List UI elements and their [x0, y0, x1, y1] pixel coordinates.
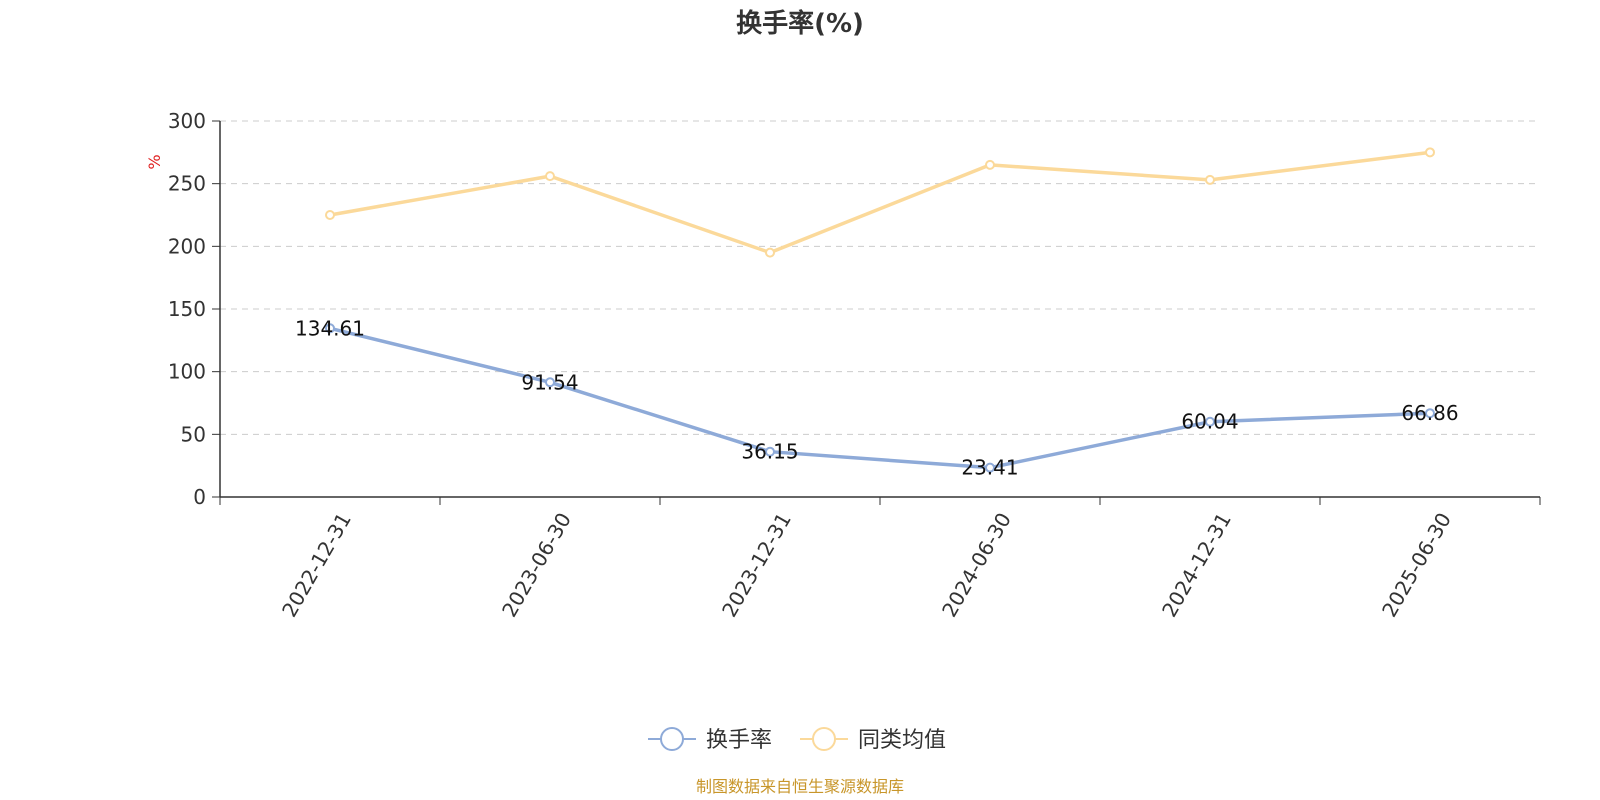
data-label: 36.15: [741, 440, 798, 464]
x-tick-label: 2022-12-31: [277, 509, 356, 622]
x-tick-label: 2023-12-31: [717, 509, 796, 622]
data-point-marker: [985, 462, 995, 473]
x-tick-label: 2024-12-31: [1157, 509, 1236, 622]
legend-label-series-2: 同类均值: [858, 728, 946, 753]
axes: 0 50 100 150 200 250 300 2022-12-31 2023-06-30 20…: [168, 109, 1541, 622]
data-label: 66.86: [1401, 401, 1458, 425]
data-label: 134.61: [295, 316, 365, 340]
data-label: 60.04: [1181, 410, 1238, 434]
data-point-marker: [1205, 416, 1215, 427]
data-point-marker: [1425, 147, 1435, 158]
legend-circle-icon: [812, 727, 836, 751]
x-tick-label: 2023-06-30: [497, 509, 576, 622]
legend-circle-icon: [660, 727, 684, 751]
y-tick-label: 50: [181, 422, 206, 446]
data-point-marker: [545, 377, 555, 388]
data-point-marker: [985, 159, 995, 170]
y-tick-label: 150: [168, 297, 206, 321]
series-group: [325, 147, 1435, 473]
x-tick-label: 2024-06-30: [937, 509, 1016, 622]
data-point-marker: [545, 171, 555, 182]
y-tick-label: 300: [168, 109, 206, 133]
legend-label-series-1: 换手率: [706, 728, 772, 753]
y-tick-label: 100: [168, 360, 206, 384]
legend-item-series-1[interactable]: 换手率: [648, 727, 772, 753]
y-tick-label: 0: [193, 485, 206, 509]
legend-item-series-2[interactable]: 同类均值: [800, 727, 946, 753]
data-point-marker: [325, 323, 335, 334]
y-tick-label: 200: [168, 234, 206, 258]
data-point-marker: [1425, 408, 1435, 419]
x-tick-label: 2025-06-30: [1377, 509, 1456, 622]
data-point-marker: [765, 446, 775, 457]
legend[interactable]: 换手率 同类均值: [648, 727, 946, 753]
y-axis-unit: %: [145, 154, 164, 169]
data-point-marker: [325, 210, 335, 220]
y-tick-label: 250: [168, 172, 206, 196]
grid-lines: [220, 120, 1540, 435]
chart-title: 换手率(%): [736, 8, 864, 39]
data-label: 23.41: [961, 456, 1018, 480]
data-point-marker: [765, 247, 775, 258]
data-label: 91.54: [521, 370, 578, 394]
data-source-note: 制图数据来自恒生聚源数据库: [696, 777, 904, 796]
data-labels: 134.61 91.54 36.15 23.41 60.04 66.86: [295, 316, 1459, 479]
data-point-marker: [1205, 174, 1215, 185]
series-line-1: [329, 326, 1431, 470]
series-line-2: [329, 150, 1431, 255]
